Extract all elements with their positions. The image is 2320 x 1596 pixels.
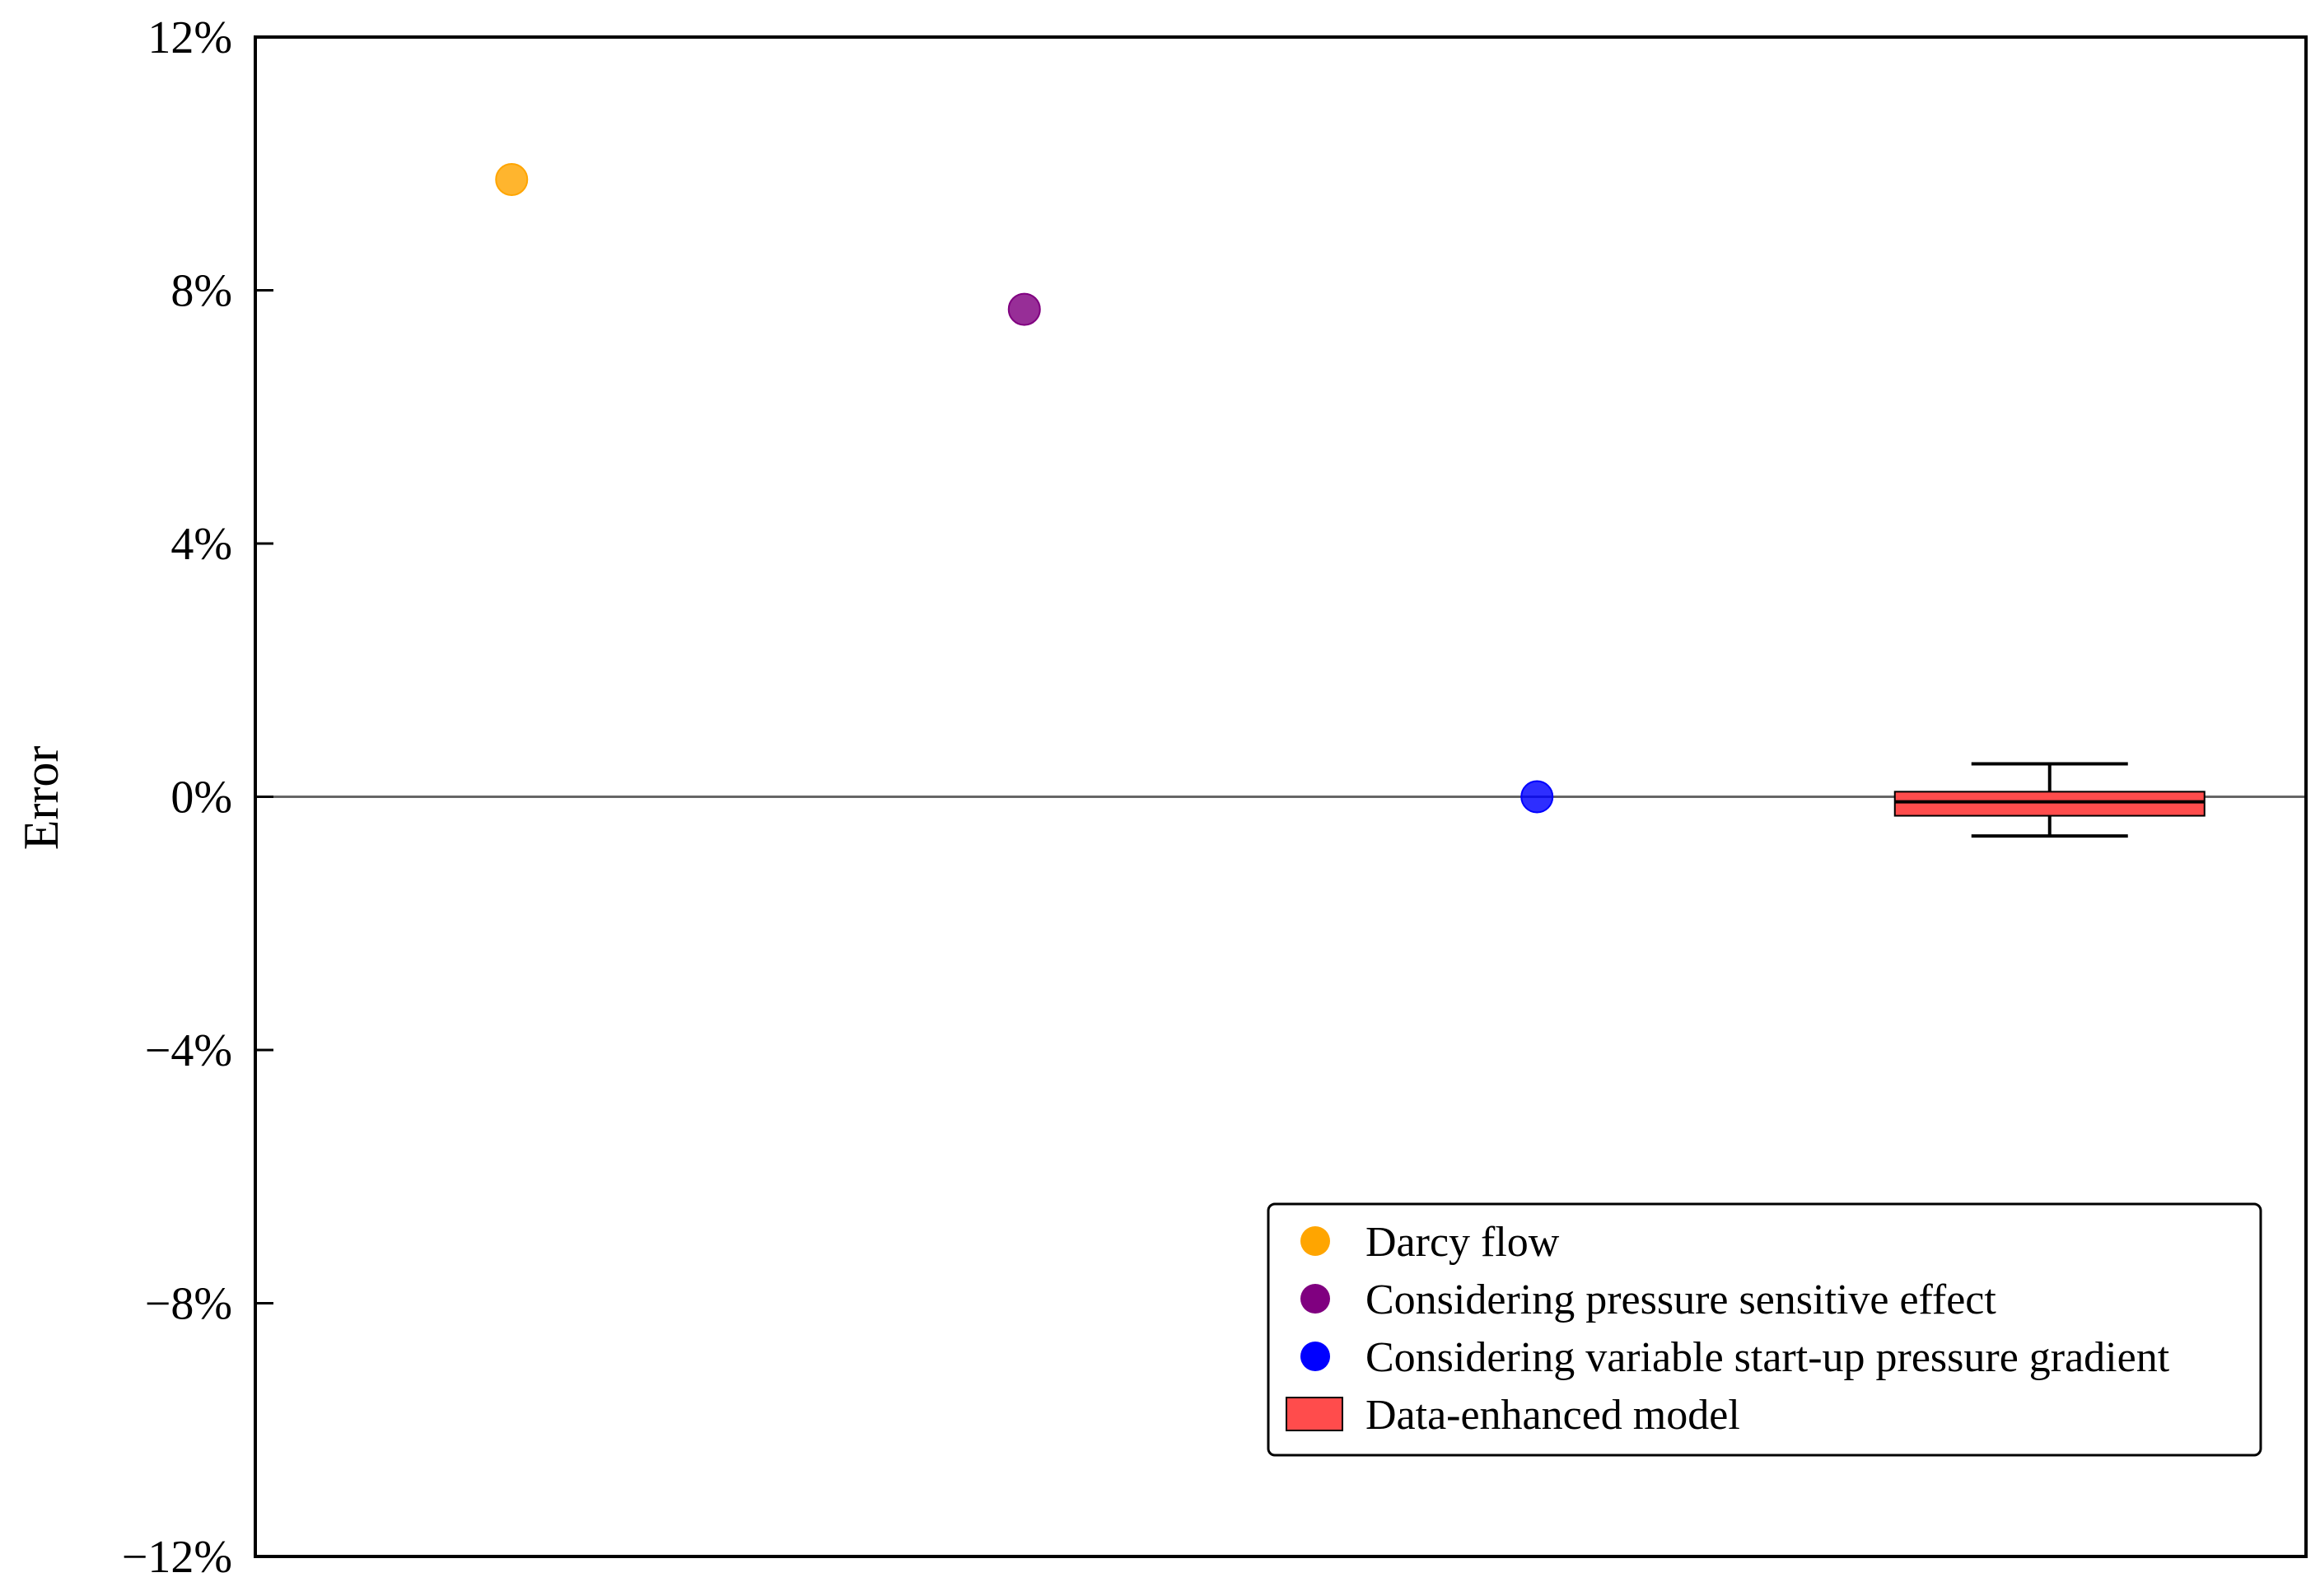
legend-marker-2 <box>1300 1284 1330 1314</box>
y-tick-label: 0% <box>170 772 232 824</box>
data-point-3 <box>1520 780 1554 814</box>
legend-marker-1 <box>1300 1226 1330 1256</box>
plot-frame <box>254 35 2308 1558</box>
data-point-1 <box>495 162 529 196</box>
legend-entry-4: Data-enhanced model <box>1365 1392 1740 1439</box>
y-tick-label: 12% <box>147 12 232 63</box>
legend-marker-3 <box>1300 1342 1330 1371</box>
legend-marker-4 <box>1286 1397 1343 1431</box>
y-tick-label: −4% <box>145 1025 232 1076</box>
box-body <box>1893 791 2206 817</box>
y-tick-label: −12% <box>122 1532 232 1583</box>
legend-box <box>1267 1202 2262 1457</box>
y-tick-label: 4% <box>170 519 232 570</box>
y-tick-label: −8% <box>145 1279 232 1330</box>
y-tick-label: 8% <box>170 266 232 317</box>
legend-entry-3: Considering variable start-up pressure g… <box>1365 1334 2170 1381</box>
plot-area: 12% 8% 4% 0% −4% −8% −12% <box>122 12 2308 1583</box>
legend: Darcy flow Considering pressure sensitive… <box>1267 1202 2262 1457</box>
data-point-2 <box>1007 292 1041 326</box>
legend-entry-1: Darcy flow <box>1365 1219 1560 1266</box>
y-axis-title: Error <box>14 746 68 851</box>
legend-entry-2: Considering pressure sensitive effect <box>1365 1276 1996 1323</box>
